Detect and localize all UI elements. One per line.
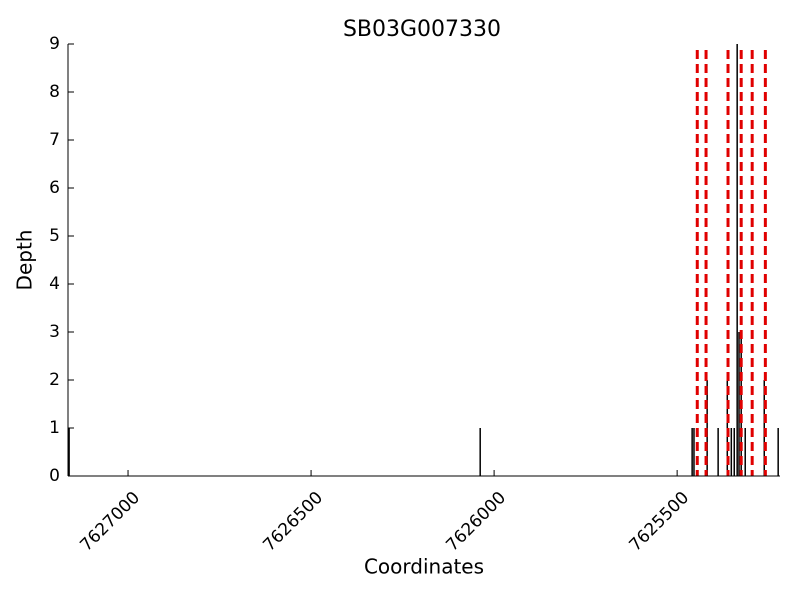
y-axis-label: Depth [13, 230, 37, 291]
chart-title: SB03G007330 [343, 17, 501, 42]
x-tick-label: 7626000 [442, 488, 510, 556]
y-tick-label: 5 [49, 226, 60, 246]
x-tick-label: 7627000 [76, 488, 144, 556]
x-tick-label: 7625500 [625, 488, 693, 556]
y-tick-label: 1 [49, 418, 60, 438]
y-tick-label: 6 [49, 178, 60, 198]
x-axis-label: Coordinates [364, 555, 484, 579]
y-tick-label: 3 [49, 322, 60, 342]
y-tick-label: 7 [49, 130, 60, 150]
y-tick-label: 2 [49, 370, 60, 390]
y-tick-label: 8 [49, 82, 60, 102]
y-tick-label: 9 [49, 34, 60, 54]
x-tick-label: 7626500 [259, 488, 327, 556]
y-tick-label: 0 [49, 466, 60, 486]
y-tick-label: 4 [49, 274, 60, 294]
